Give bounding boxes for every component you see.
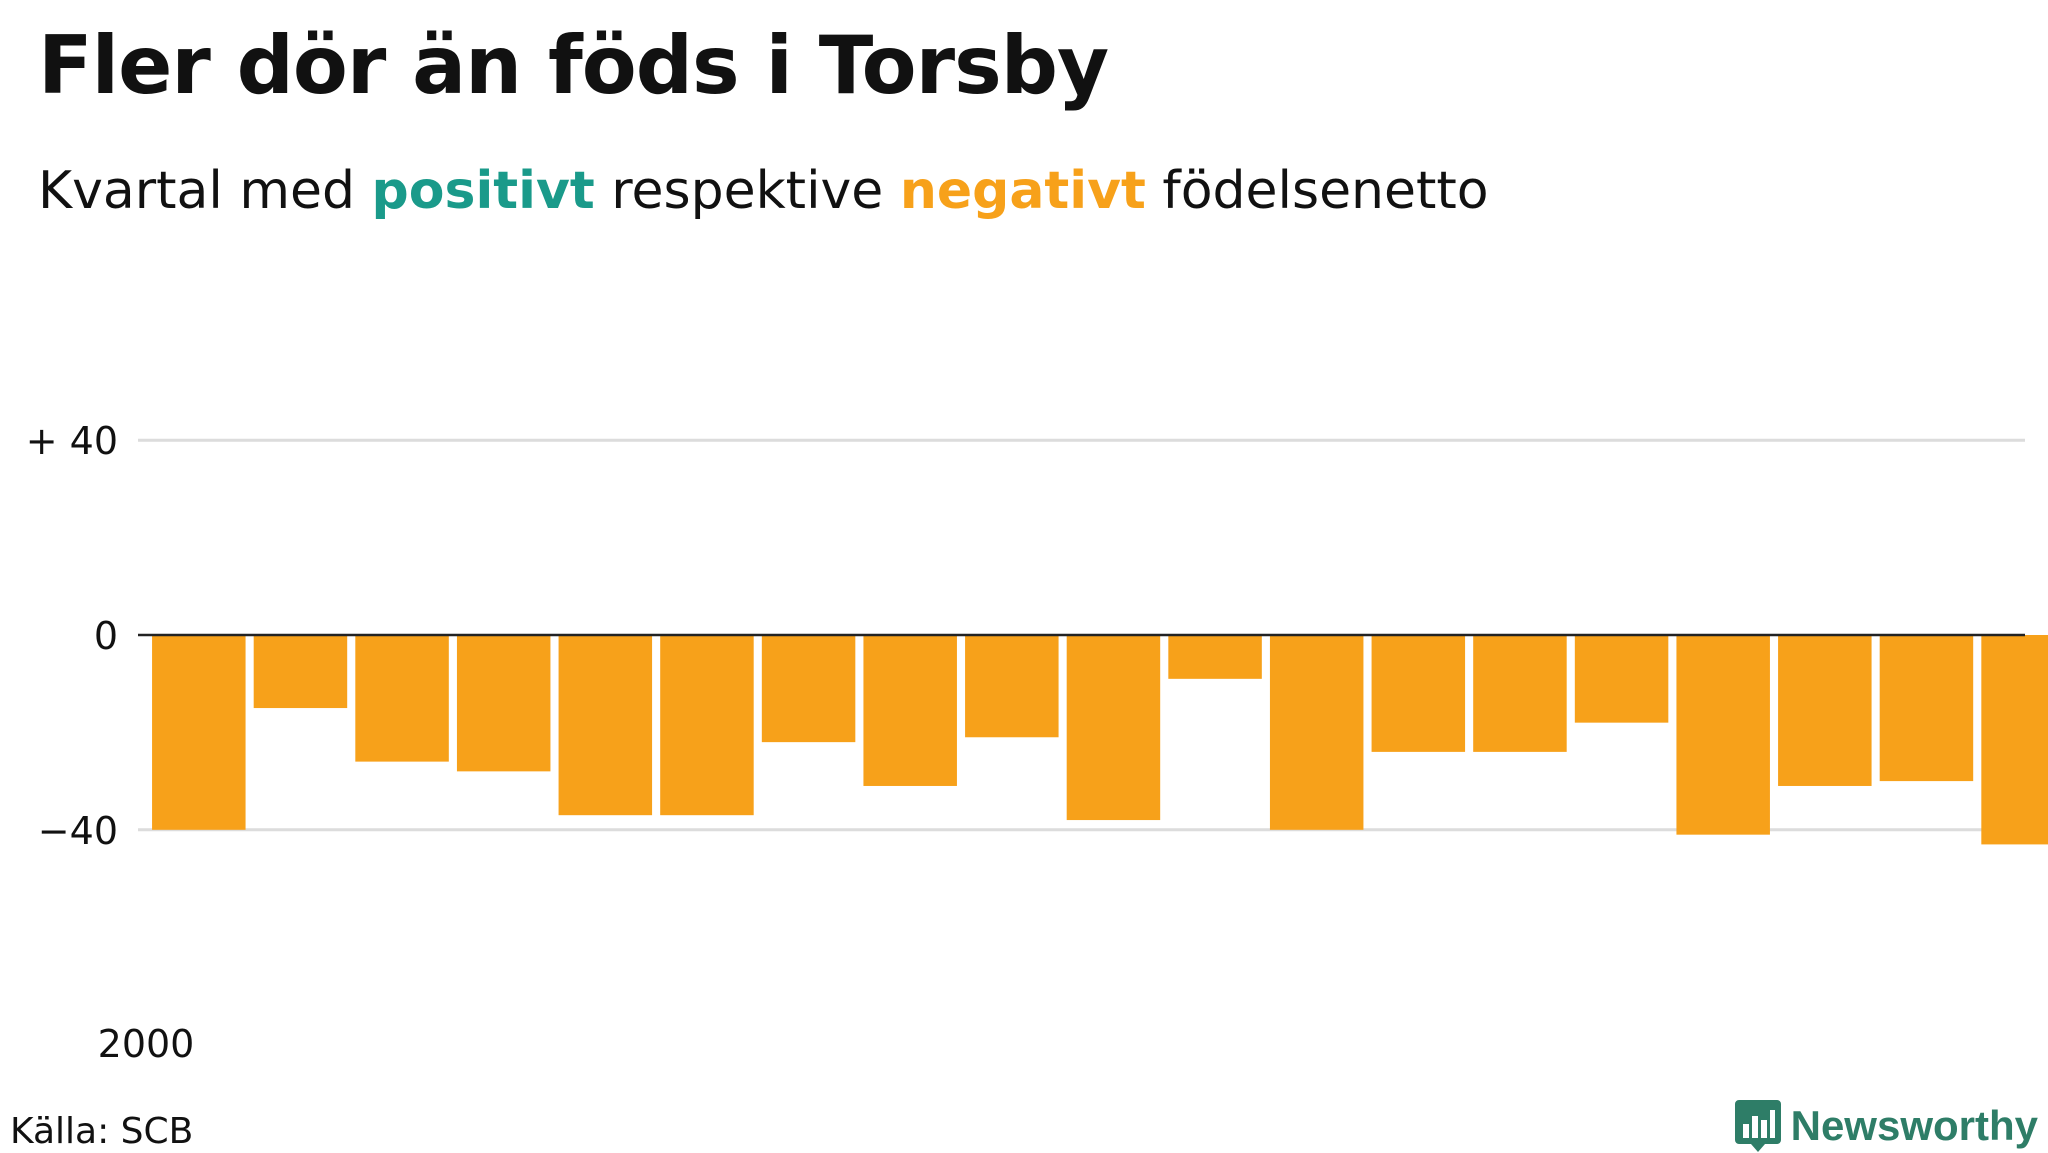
- y-tick-label: 0: [94, 614, 118, 658]
- y-tick-label: + 40: [26, 419, 118, 463]
- chart-title: Fler dör än föds i Torsby: [38, 19, 1109, 112]
- bar: [1168, 635, 1262, 679]
- bar: [1574, 635, 1669, 723]
- bar: [1371, 635, 1466, 752]
- legend-negative: negativt: [899, 161, 1146, 221]
- subtitle-suffix: födelsenetto: [1162, 161, 1489, 221]
- subtitle-prefix: Kvartal med: [38, 161, 356, 221]
- bar: [152, 635, 246, 830]
- bar: [456, 635, 551, 772]
- bar: [1676, 635, 1770, 835]
- bars: [152, 635, 2048, 845]
- bar: [761, 635, 856, 743]
- axes: + 400−4020002005201020152020: [26, 419, 2025, 1066]
- bar: [1879, 635, 1974, 782]
- bar-chart: + 400−4020002005201020152020: [26, 419, 2048, 1066]
- subtitle-middle: respektive: [611, 161, 884, 221]
- bar: [965, 635, 1059, 738]
- brand-name: Newsworthy: [1790, 1102, 2038, 1149]
- x-tick-label: 2000: [98, 1022, 195, 1066]
- bar: [1066, 635, 1161, 821]
- source-note: Källa: SCB: [10, 1111, 194, 1152]
- bar: [1269, 635, 1364, 830]
- bar: [1473, 635, 1567, 752]
- bar: [253, 635, 348, 709]
- chart-subtitle: Kvartal med positivt respektive negativt…: [38, 160, 1489, 222]
- bar: [1981, 635, 2048, 845]
- bar: [660, 635, 754, 816]
- bar: [558, 635, 653, 816]
- y-tick-label: −40: [38, 809, 118, 853]
- bar: [355, 635, 449, 762]
- brand-logo: Newsworthy: [1734, 1100, 2038, 1152]
- bar: [1778, 635, 1872, 786]
- bar: [863, 635, 957, 786]
- legend-positive: positivt: [371, 161, 595, 221]
- bar-chart-speech-icon: [1734, 1100, 1781, 1152]
